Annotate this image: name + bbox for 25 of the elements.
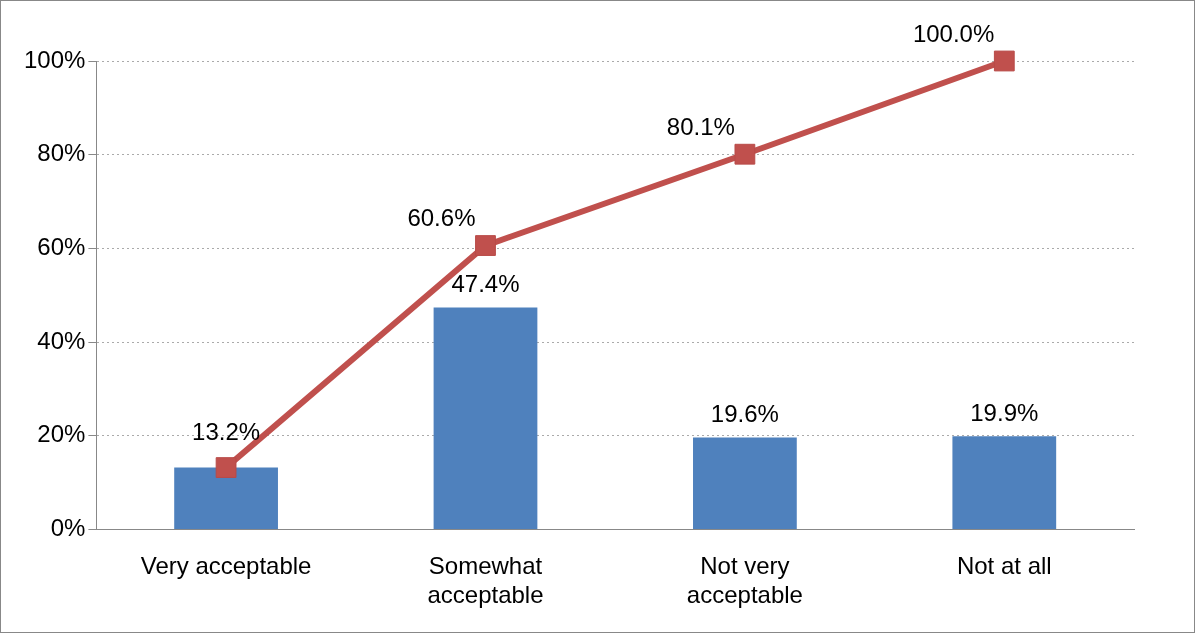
point: [993, 50, 1015, 72]
data-label: 47.4%: [451, 270, 520, 297]
x-tick-label: Very acceptable: [140, 552, 312, 580]
data-label: 19.6%: [710, 400, 779, 428]
x-tick-label: Not at all: [956, 552, 1052, 580]
y-tick-label: 60%: [37, 232, 86, 260]
point: [734, 143, 756, 165]
y-tick-label: 100%: [23, 45, 86, 73]
y-tick-label: 80%: [37, 139, 86, 167]
data-label: 60.6%: [407, 204, 476, 232]
y-tick-label: 0%: [50, 514, 86, 542]
data-label: 100.0%: [912, 19, 995, 47]
point: [215, 457, 237, 478]
data-label: 13.2%: [192, 418, 261, 446]
data-label: 19.9%: [970, 398, 1039, 426]
bar: [174, 467, 278, 529]
y-tick-label: 20%: [37, 420, 86, 448]
x-tick-label: Somewhat acceptable: [427, 552, 544, 609]
point: [475, 235, 496, 256]
x-tick-label: Not very acceptable: [686, 552, 803, 609]
y-tick-label: 40%: [37, 326, 86, 354]
data-label: 80.1%: [666, 112, 735, 140]
bar: [952, 436, 1057, 529]
bar: [693, 437, 797, 529]
bar: [433, 307, 538, 529]
